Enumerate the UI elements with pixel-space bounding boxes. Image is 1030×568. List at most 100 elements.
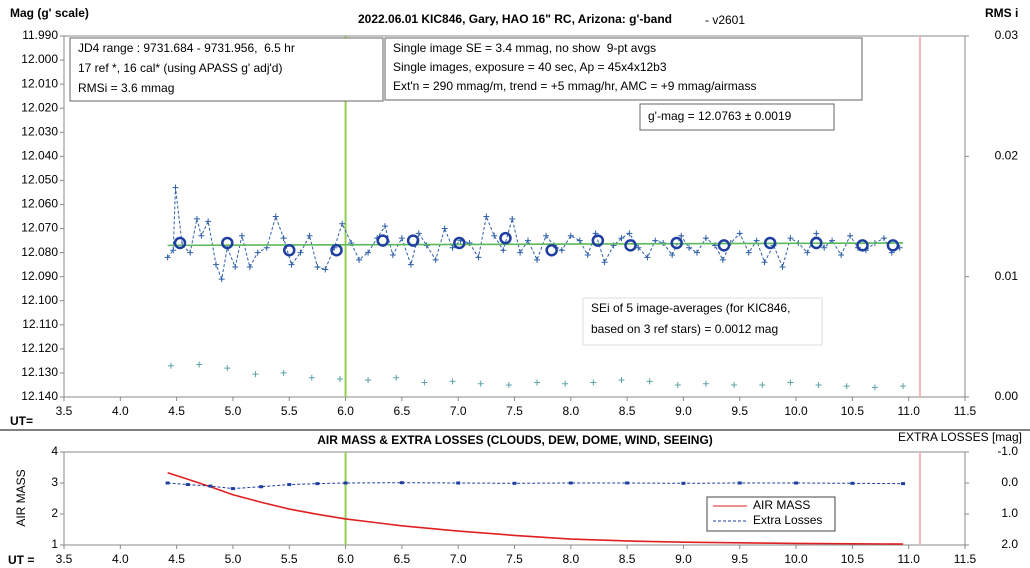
annotation-text: g'-mag = 12.0763 ± 0.0019	[648, 109, 792, 123]
data-point	[681, 481, 686, 485]
data-point	[562, 380, 569, 387]
data-point	[272, 213, 279, 220]
y-tick-label: 12.120	[21, 341, 58, 355]
x-tick-label: 6.5	[394, 404, 411, 418]
data-point	[669, 252, 676, 259]
data-point	[509, 215, 516, 222]
series-line	[167, 242, 904, 247]
y-tick-label: 12.070	[21, 221, 58, 235]
data-point	[500, 247, 507, 254]
data-point	[287, 483, 292, 487]
data-point	[491, 232, 498, 239]
average-point	[453, 236, 466, 250]
average-point	[545, 243, 558, 257]
data-point	[343, 481, 348, 485]
data-point	[787, 379, 794, 386]
data-point	[652, 237, 659, 244]
annotation-text: JD4 range : 9731.684 - 9731.956, 6.5 hr	[78, 41, 295, 55]
data-point	[208, 484, 213, 488]
data-point	[644, 254, 651, 261]
data-point	[576, 237, 583, 244]
data-point	[880, 235, 887, 242]
data-point	[441, 225, 448, 232]
y-tick-label: 12.100	[21, 293, 58, 307]
data-point	[185, 483, 190, 487]
data-point	[339, 220, 346, 227]
data-point	[568, 481, 573, 485]
data-point	[297, 249, 304, 256]
data-point	[813, 230, 820, 237]
x-tick-label: 11.5	[954, 404, 977, 418]
data-point	[232, 264, 239, 271]
average-point	[283, 243, 296, 257]
data-point	[165, 481, 170, 485]
x-tick-label: 11.0	[897, 552, 920, 566]
average-point	[330, 243, 343, 257]
average-point	[221, 236, 234, 250]
data-point	[761, 259, 768, 266]
data-point	[172, 184, 179, 191]
annotation-text: Single images, exposure = 40 sec, Ap = 4…	[393, 60, 667, 74]
x-tick-label: 6.5	[394, 552, 411, 566]
x-tick-label: 7.0	[450, 552, 467, 566]
data-point	[590, 379, 597, 386]
data-point	[322, 266, 329, 273]
data-point	[393, 374, 400, 381]
y-tick-label: 2	[51, 506, 58, 520]
x-tick-label: 5.5	[281, 404, 298, 418]
y-tick-label: 12.050	[21, 173, 58, 187]
data-point	[821, 244, 828, 251]
average-point	[499, 231, 512, 245]
x-tick-label: 3.5	[56, 552, 73, 566]
x-axis-label: UT =	[8, 553, 34, 567]
data-point	[252, 371, 259, 378]
data-point	[259, 485, 264, 489]
data-point	[843, 383, 850, 390]
y2-tick-label: 0.02	[995, 149, 1019, 163]
data-point	[815, 381, 822, 388]
series-line	[167, 187, 900, 281]
y-tick-label: 12.130	[21, 365, 58, 379]
data-point	[389, 252, 396, 259]
data-point	[693, 249, 700, 256]
average-point	[886, 239, 900, 252]
series-line	[167, 472, 904, 545]
y2-tick-label: 1.0	[1001, 506, 1018, 520]
annotation-text: Ext'n = 290 mmag/m, trend = +5 mmag/hr, …	[393, 79, 756, 93]
data-point	[477, 380, 484, 387]
data-point	[543, 232, 550, 239]
y-axis-label: AIR MASS	[14, 469, 28, 526]
data-point	[398, 235, 405, 242]
data-point	[678, 232, 685, 239]
data-point	[421, 379, 428, 386]
data-point	[534, 379, 541, 386]
data-point	[871, 384, 878, 391]
x-tick-label: 9.5	[731, 404, 748, 418]
y2-tick-label: 0.00	[995, 389, 1019, 403]
y2-tick-label: 0.01	[995, 269, 1019, 283]
x-tick-label: 6.0	[337, 404, 354, 418]
annotation-text: 17 ref *, 16 cal* (using APASS g' adj'd)	[78, 61, 282, 75]
data-point	[512, 481, 517, 485]
data-point	[702, 235, 709, 242]
data-point	[674, 381, 681, 388]
average-point	[591, 234, 605, 247]
data-point	[794, 481, 799, 485]
x-tick-label: 10.5	[841, 404, 865, 418]
data-point	[449, 244, 456, 251]
average-point	[856, 239, 869, 252]
data-point	[415, 230, 422, 237]
data-point	[218, 276, 225, 283]
x-tick-label: 11.0	[897, 404, 920, 418]
y-tick-label: 4	[51, 444, 58, 458]
annotation-box	[639, 103, 835, 131]
y-tick-label: 11.990	[22, 28, 58, 42]
x-tick-label: 11.5	[954, 552, 977, 566]
x-tick-label: 10.5	[841, 552, 865, 566]
data-point	[505, 381, 512, 388]
data-point	[187, 249, 194, 256]
x-tick-label: 7.5	[506, 404, 523, 418]
data-point	[804, 249, 811, 256]
y-tick-label: 12.020	[21, 100, 58, 114]
y-tick-label: 12.030	[21, 124, 58, 138]
